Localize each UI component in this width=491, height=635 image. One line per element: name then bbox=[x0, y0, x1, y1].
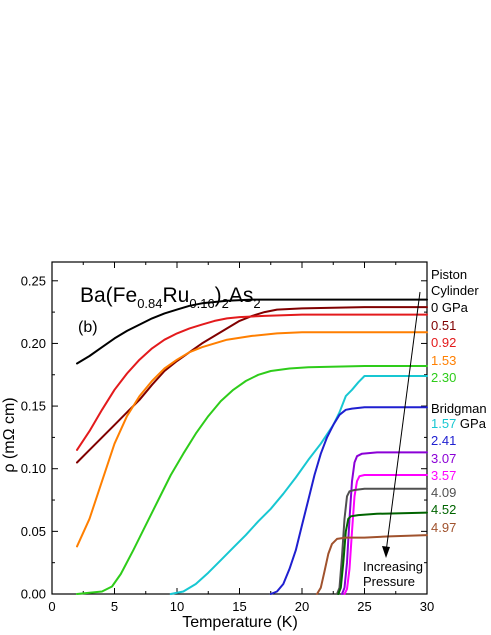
legend-bridgman-label: Bridgman bbox=[431, 401, 487, 416]
x-tick-label: 15 bbox=[232, 599, 246, 614]
series-line-5 bbox=[169, 375, 428, 595]
y-tick-label: 0.00 bbox=[21, 587, 46, 602]
x-axis-label: Temperature (K) bbox=[182, 614, 298, 631]
x-tick-label: 5 bbox=[111, 599, 118, 614]
chart-title: Ba(Fe0.84Ru0.16)2As2 bbox=[80, 284, 261, 311]
arrow-head-icon bbox=[382, 546, 390, 558]
series-line-7 bbox=[341, 451, 428, 595]
annotation-line1: Increasing bbox=[363, 559, 423, 574]
legend-cylinder-label: Cylinder bbox=[431, 283, 479, 298]
legend: 0 GPa 0.51 0.92 1.53 2.30 1.57 GPa 2.41 3.07 3.5… bbox=[431, 300, 487, 535]
series-line-9 bbox=[336, 487, 428, 595]
legend-entry: 3.57 bbox=[431, 468, 456, 483]
legend-entry: 0.92 bbox=[431, 335, 456, 350]
y-tick-label: 0.25 bbox=[21, 273, 46, 288]
y-tick-label: 0.10 bbox=[21, 461, 46, 476]
pressure-arrow bbox=[385, 291, 421, 553]
series-line-6 bbox=[269, 406, 428, 595]
x-tick-label: 20 bbox=[295, 599, 309, 614]
y-tick-label: 0.15 bbox=[21, 399, 46, 414]
legend-entry: 4.09 bbox=[431, 485, 456, 500]
legend-entry: 0 GPa bbox=[431, 300, 469, 315]
series-line-3 bbox=[76, 331, 428, 548]
series-line-1 bbox=[76, 306, 428, 464]
legend-entry: 3.07 bbox=[431, 451, 456, 466]
x-tick-label: 25 bbox=[357, 599, 371, 614]
legend-entry: 2.30 bbox=[431, 370, 456, 385]
series-line-2 bbox=[76, 313, 428, 451]
legend-entry: 4.97 bbox=[431, 520, 456, 535]
legend-entry: 4.52 bbox=[431, 502, 456, 517]
axes: 0 5 10 15 20 25 30 0.00 0.05 0.10 0.15 0.20 0.25 bbox=[21, 261, 434, 614]
series-line-11 bbox=[316, 534, 428, 595]
y-tick-label: 0.20 bbox=[21, 336, 46, 351]
x-tick-label: 10 bbox=[170, 599, 184, 614]
series-line-0 bbox=[76, 298, 428, 365]
series-line-10 bbox=[337, 511, 428, 595]
legend-piston-label: Piston bbox=[431, 267, 467, 282]
panel-label: (b) bbox=[78, 319, 98, 336]
series-group bbox=[76, 298, 428, 595]
series-line-8 bbox=[343, 474, 428, 595]
legend-entry: 1.53 bbox=[431, 353, 456, 368]
annotation-line2: Pressure bbox=[363, 574, 415, 589]
x-tick-label: 0 bbox=[48, 599, 55, 614]
x-tick-label: 30 bbox=[420, 599, 434, 614]
legend-entry: 0.51 bbox=[431, 318, 456, 333]
series-line-4 bbox=[76, 365, 428, 595]
legend-entry: 2.41 bbox=[431, 433, 456, 448]
plot-frame bbox=[51, 261, 428, 595]
y-axis-label: ρ (mΩ cm) bbox=[1, 397, 18, 472]
y-tick-label: 0.05 bbox=[21, 524, 46, 539]
legend-entry: 1.57 GPa bbox=[431, 416, 487, 431]
